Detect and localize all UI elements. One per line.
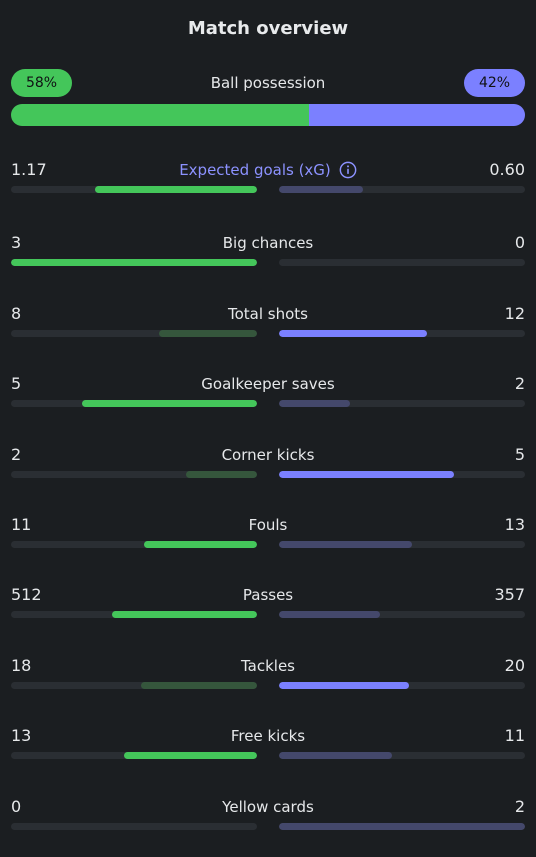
stat-away-bar — [279, 752, 525, 759]
stat-home-bar-fill — [111, 611, 257, 618]
possession-bar-home — [11, 104, 310, 126]
stat-label-text: Goalkeeper saves — [201, 375, 335, 393]
stat-home-value: 0 — [11, 797, 22, 816]
stat-away-bar-fill — [279, 823, 525, 830]
stat-away-value: 11 — [504, 726, 525, 745]
stat-row: 13 Free kicks 11 — [0, 726, 536, 786]
stat-home-bar-fill — [124, 752, 257, 759]
stat-home-bar — [11, 823, 257, 830]
stat-home-value: 11 — [11, 515, 32, 534]
stat-home-bar-fill — [11, 259, 257, 266]
stat-home-value: 512 — [11, 585, 42, 604]
possession-home-badge: 58% — [11, 69, 72, 97]
possession-away-badge: 42% — [464, 69, 525, 97]
stat-home-bar-fill — [82, 400, 257, 407]
stat-away-bar — [279, 611, 525, 618]
stat-away-bar — [279, 259, 525, 266]
stat-row: 8 Total shots 12 — [0, 304, 536, 364]
stat-row: 3 Big chances 0 — [0, 233, 536, 293]
stat-label: Tackles — [0, 657, 536, 675]
stat-home-bar-fill — [158, 330, 257, 337]
stat-home-value: 13 — [11, 726, 32, 745]
stat-label: Yellow cards — [0, 798, 536, 816]
stat-away-value: 2 — [514, 374, 525, 393]
stat-away-value: 0.60 — [489, 160, 525, 179]
stat-away-bar-fill — [279, 682, 410, 689]
stat-home-value: 18 — [11, 656, 32, 675]
stat-label-text: Passes — [242, 586, 294, 604]
stat-away-bar-fill — [279, 611, 380, 618]
stat-row: 11 Fouls 13 — [0, 515, 536, 575]
stat-home-bar — [11, 611, 257, 618]
stat-away-value: 2 — [514, 797, 525, 816]
possession-label: Ball possession — [210, 74, 326, 92]
stat-row: 2 Corner kicks 5 — [0, 445, 536, 505]
info-icon[interactable] — [339, 161, 357, 179]
stat-row: 18 Tackles 20 — [0, 656, 536, 716]
stat-home-bar-fill — [94, 186, 257, 193]
stat-label: Fouls — [0, 516, 536, 534]
stat-away-value: 5 — [514, 445, 525, 464]
stat-label: Free kicks — [0, 727, 536, 745]
stat-label-text: Total shots — [228, 305, 308, 323]
stat-home-bar — [11, 400, 257, 407]
stat-away-value: 0 — [514, 233, 525, 252]
stat-home-bar — [11, 330, 257, 337]
stat-away-bar-fill — [279, 400, 351, 407]
stat-home-bar — [11, 186, 257, 193]
stat-away-value: 12 — [504, 304, 525, 323]
stat-label[interactable]: Expected goals (xG) — [0, 161, 536, 179]
stat-label: Total shots — [0, 305, 536, 323]
stat-label-text: Big chances — [222, 234, 314, 252]
stat-away-bar-fill — [279, 471, 454, 478]
stat-label-text: Yellow cards — [222, 798, 314, 816]
stat-row: 5 Goalkeeper saves 2 — [0, 374, 536, 434]
stat-away-bar-fill — [279, 330, 427, 337]
stat-label-text: Fouls — [248, 516, 288, 534]
stat-label: Goalkeeper saves — [0, 375, 536, 393]
stat-home-bar-fill — [143, 541, 257, 548]
stat-away-value: 13 — [504, 515, 525, 534]
stat-home-value: 1.17 — [11, 160, 47, 179]
stat-label: Corner kicks — [0, 446, 536, 464]
stat-home-bar-fill — [185, 471, 257, 478]
stat-home-bar — [11, 541, 257, 548]
stat-row: 1.17 Expected goals (xG) 0.60 — [0, 160, 536, 220]
stat-row: 0 Yellow cards 2 — [0, 797, 536, 857]
stat-home-value: 5 — [11, 374, 22, 393]
stat-label: Passes — [0, 586, 536, 604]
stat-away-value: 20 — [504, 656, 525, 675]
stat-label-text: Expected goals (xG) — [179, 161, 331, 179]
stat-home-bar-fill — [141, 682, 257, 689]
stat-away-bar — [279, 541, 525, 548]
stat-home-bar — [11, 682, 257, 689]
stat-away-bar-fill — [279, 541, 412, 548]
stat-label: Big chances — [0, 234, 536, 252]
stat-home-value: 2 — [11, 445, 22, 464]
stat-away-bar — [279, 823, 525, 830]
stat-label-text: Free kicks — [230, 727, 306, 745]
stat-away-bar-fill — [279, 186, 363, 193]
stat-away-bar — [279, 471, 525, 478]
stat-away-bar — [279, 186, 525, 193]
possession-bar-away — [309, 104, 525, 126]
stat-away-bar — [279, 682, 525, 689]
stat-home-bar — [11, 471, 257, 478]
stat-label-text: Corner kicks — [221, 446, 315, 464]
stat-home-bar — [11, 259, 257, 266]
stat-away-bar-fill — [279, 752, 393, 759]
possession-bar — [11, 104, 525, 126]
page-title: Match overview — [187, 18, 349, 39]
stat-away-bar — [279, 400, 525, 407]
stat-home-bar — [11, 752, 257, 759]
stat-row: 512 Passes 357 — [0, 585, 536, 645]
stat-away-bar — [279, 330, 525, 337]
stat-label-text: Tackles — [240, 657, 296, 675]
stat-home-value: 8 — [11, 304, 22, 323]
stat-away-value: 357 — [494, 585, 525, 604]
stat-home-value: 3 — [11, 233, 22, 252]
